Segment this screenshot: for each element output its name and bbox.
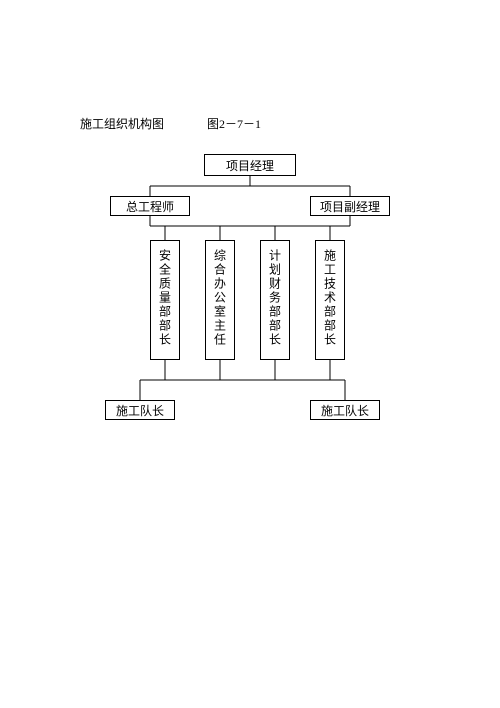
node-label: 施工队长 <box>116 402 164 419</box>
connector-lines <box>0 0 500 708</box>
node-label: 总工程师 <box>126 198 174 215</box>
node-dept-1: 综合办公室主任 <box>205 240 235 360</box>
figure-number: 图2－7－1 <box>207 117 261 131</box>
node-label: 项目副经理 <box>320 198 380 215</box>
node-label: 项目经理 <box>226 157 274 174</box>
page: 施工组织机构图 图2－7－1 项目经 <box>0 0 500 708</box>
node-team-leader-left: 施工队长 <box>105 400 175 420</box>
node-label: 计划财务部部长 <box>267 249 284 347</box>
node-label: 施工队长 <box>321 402 369 419</box>
node-label: 综合办公室主任 <box>212 249 229 347</box>
node-dept-2: 计划财务部部长 <box>260 240 290 360</box>
figure-title: 施工组织机构图 <box>80 117 164 131</box>
node-dept-0: 安全质量部部长 <box>150 240 180 360</box>
node-chief-engineer: 总工程师 <box>110 196 190 216</box>
node-deputy-manager: 项目副经理 <box>310 196 390 216</box>
node-label: 安全质量部部长 <box>157 249 174 347</box>
figure-heading: 施工组织机构图 图2－7－1 <box>80 115 261 132</box>
node-label: 施工技术部部长 <box>322 249 339 347</box>
node-team-leader-right: 施工队长 <box>310 400 380 420</box>
node-project-manager: 项目经理 <box>204 154 296 176</box>
node-dept-3: 施工技术部部长 <box>315 240 345 360</box>
